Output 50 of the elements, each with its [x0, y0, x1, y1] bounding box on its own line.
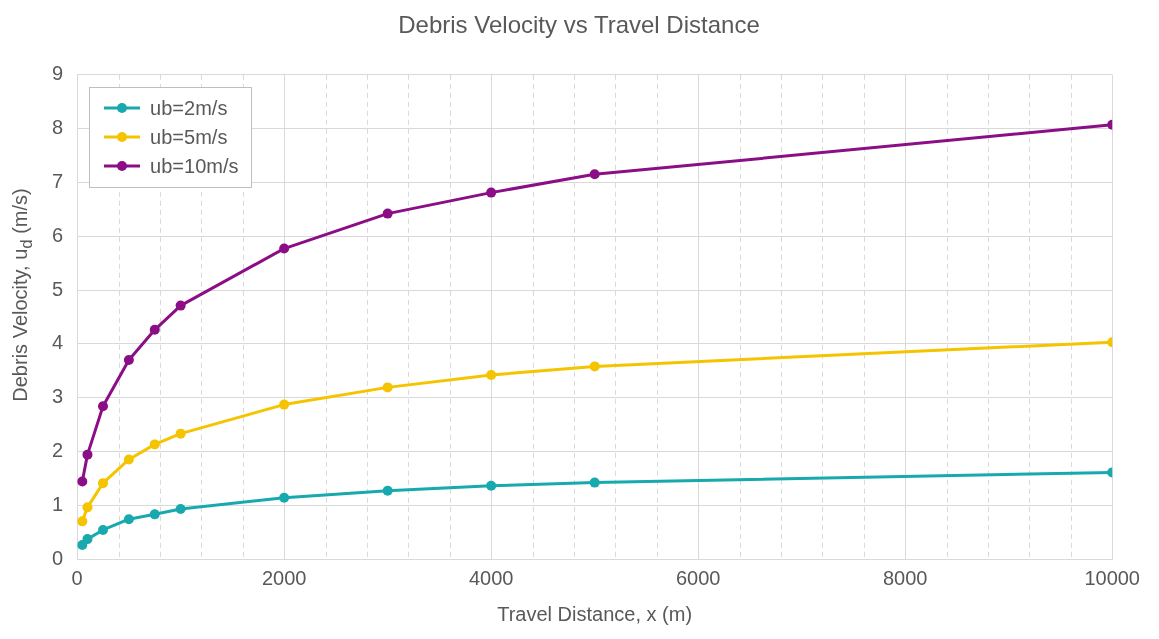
y-tick-label: 4 — [52, 331, 64, 354]
point — [149, 324, 160, 335]
point — [589, 169, 600, 180]
point — [149, 439, 160, 450]
point — [175, 503, 186, 514]
y-tick-label: 8 — [52, 116, 64, 139]
point — [98, 524, 108, 535]
x-tick-label: 0 — [71, 566, 83, 589]
point — [486, 187, 497, 198]
x-tick-label: 8000 — [882, 566, 928, 589]
point — [279, 243, 290, 254]
point — [279, 399, 290, 410]
y-tick-label: 0 — [52, 546, 64, 569]
point — [175, 300, 186, 311]
legend-label: ub=10m/s — [150, 154, 239, 178]
x-axis-title: Travel Distance, x (m) — [497, 602, 693, 625]
point — [486, 480, 497, 491]
y-tick-label: 7 — [52, 169, 64, 192]
y-tick-label: 6 — [52, 223, 64, 246]
y-tick-label: 5 — [52, 277, 64, 300]
legend-label: ub=5m/s — [150, 125, 228, 149]
point — [175, 428, 186, 439]
legend-label: ub=2m/s — [150, 96, 228, 120]
point — [98, 401, 108, 412]
chart-title: Debris Velocity vs Travel Distance — [398, 11, 760, 39]
point — [82, 534, 93, 545]
point — [589, 361, 600, 372]
point — [382, 382, 393, 393]
point — [279, 492, 290, 503]
point — [82, 502, 93, 513]
y-tick-label: 1 — [52, 492, 64, 515]
y-tick-label: 2 — [52, 438, 64, 461]
point — [123, 454, 134, 465]
y-tick-label: 9 — [52, 62, 64, 85]
y-tick-label: 3 — [52, 385, 64, 408]
point — [82, 449, 93, 460]
point — [382, 208, 393, 219]
x-tick-label: 2000 — [261, 566, 307, 589]
point — [149, 509, 160, 520]
x-tick-label: 6000 — [675, 566, 721, 589]
point — [98, 478, 108, 489]
point — [123, 354, 134, 365]
x-tick-label: 4000 — [468, 566, 514, 589]
point — [123, 514, 134, 525]
point — [486, 370, 497, 380]
point — [77, 516, 88, 527]
point — [382, 485, 393, 496]
point — [77, 476, 88, 487]
point — [589, 477, 600, 488]
x-tick-label: 10000 — [1084, 566, 1140, 589]
